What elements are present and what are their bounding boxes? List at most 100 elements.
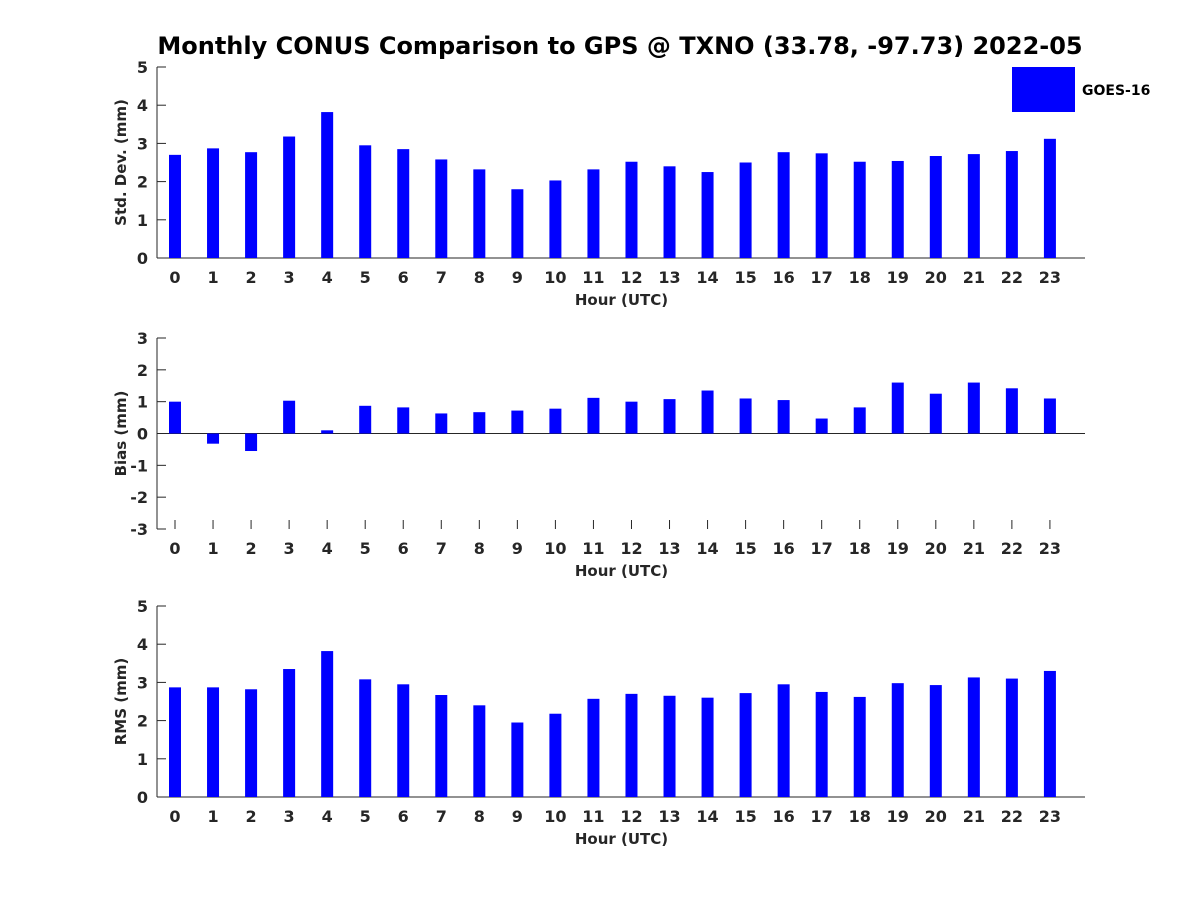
x-tick-label: 20 — [925, 807, 947, 826]
x-tick-label: 10 — [544, 539, 566, 558]
x-tick-label: 12 — [620, 268, 642, 287]
x-tick-label: 21 — [963, 268, 985, 287]
x-tick-label: 16 — [773, 807, 795, 826]
y-axis-label: RMS (mm) — [112, 658, 130, 745]
x-tick-label: 1 — [207, 807, 218, 826]
x-tick-label: 1 — [207, 268, 218, 287]
x-tick-label: 17 — [811, 807, 833, 826]
x-tick-label: 5 — [360, 539, 371, 558]
bar-hour-22 — [1005, 678, 1018, 797]
x-tick-label: 18 — [849, 807, 871, 826]
y-axis-label: Bias (mm) — [112, 391, 130, 477]
y-tick-label: 4 — [137, 635, 148, 654]
y-tick-label: 1 — [137, 211, 148, 230]
bar-hour-6 — [397, 407, 410, 434]
chart-title: Monthly CONUS Comparison to GPS @ TXNO (… — [157, 32, 1082, 60]
x-tick-label: 14 — [696, 268, 718, 287]
legend: GOES-16 — [1012, 67, 1150, 112]
bar-hour-5 — [359, 405, 372, 434]
x-tick-label: 16 — [773, 539, 795, 558]
bar-hour-0 — [169, 687, 181, 797]
bar-hour-9 — [511, 410, 524, 434]
bar-hour-0 — [169, 154, 181, 258]
bar-hour-2 — [245, 689, 258, 797]
x-tick-label: 19 — [887, 807, 909, 826]
bar-hour-23 — [1043, 398, 1056, 434]
x-tick-label: 0 — [169, 539, 180, 558]
x-tick-label: 17 — [811, 539, 833, 558]
x-axis-label: Hour (UTC) — [575, 830, 668, 848]
x-tick-label: 19 — [887, 539, 909, 558]
x-tick-label: 8 — [474, 539, 485, 558]
x-tick-label: 7 — [436, 268, 447, 287]
x-tick-label: 10 — [544, 268, 566, 287]
bar-hour-7 — [435, 413, 448, 434]
x-tick-label: 9 — [512, 539, 523, 558]
x-tick-label: 3 — [284, 807, 295, 826]
x-tick-label: 6 — [398, 539, 409, 558]
bar-hour-14 — [701, 390, 714, 434]
x-tick-label: 12 — [620, 539, 642, 558]
bar-hour-11 — [587, 169, 600, 258]
x-tick-label: 18 — [849, 539, 871, 558]
x-tick-label: 9 — [512, 807, 523, 826]
bar-hour-4 — [321, 112, 334, 259]
bar-hour-23 — [1043, 670, 1056, 797]
bar-hour-13 — [663, 166, 676, 258]
bar-hour-23 — [1043, 138, 1056, 258]
x-tick-label: 4 — [322, 807, 333, 826]
bar-hour-6 — [397, 149, 410, 258]
x-tick-label: 2 — [246, 539, 257, 558]
x-tick-label: 17 — [811, 268, 833, 287]
bar-hour-1 — [207, 148, 220, 258]
y-tick-label: 4 — [137, 96, 148, 115]
bar-hour-19 — [891, 160, 904, 258]
bar-hour-11 — [587, 397, 600, 434]
x-tick-label: 3 — [284, 539, 295, 558]
x-tick-label: 19 — [887, 268, 909, 287]
bar-hour-3 — [283, 136, 296, 258]
y-tick-label: 5 — [137, 597, 148, 616]
bar-hour-10 — [549, 408, 562, 434]
y-tick-label: 0 — [137, 788, 148, 807]
x-tick-label: 13 — [658, 539, 680, 558]
x-tick-label: 21 — [963, 539, 985, 558]
bar-hour-3 — [283, 669, 296, 797]
bar-hour-10 — [549, 180, 562, 258]
bar-hour-16 — [777, 152, 790, 258]
x-tick-label: 0 — [169, 807, 180, 826]
x-axis-label: Hour (UTC) — [575, 562, 668, 580]
bar-hour-17 — [815, 418, 828, 434]
x-tick-label: 5 — [360, 268, 371, 287]
x-tick-label: 8 — [474, 268, 485, 287]
bar-hour-18 — [853, 161, 866, 258]
x-tick-label: 23 — [1039, 268, 1061, 287]
bar-hour-17 — [815, 153, 828, 258]
x-tick-label: 0 — [169, 268, 180, 287]
bar-hour-8 — [473, 169, 486, 258]
bar-hour-21 — [967, 677, 980, 797]
x-tick-label: 20 — [925, 539, 947, 558]
bar-hour-3 — [283, 400, 296, 434]
bar-hour-16 — [777, 684, 790, 797]
x-tick-label: 2 — [246, 807, 257, 826]
bar-hour-15 — [739, 398, 752, 434]
x-tick-label: 7 — [436, 807, 447, 826]
x-tick-label: 23 — [1039, 807, 1061, 826]
y-tick-label: 2 — [137, 173, 148, 192]
x-tick-label: 4 — [322, 268, 333, 287]
x-tick-label: 6 — [398, 807, 409, 826]
y-tick-label: 1 — [137, 750, 148, 769]
x-tick-label: 22 — [1001, 807, 1023, 826]
bar-hour-13 — [663, 695, 676, 797]
x-tick-label: 11 — [582, 539, 604, 558]
x-tick-label: 12 — [620, 807, 642, 826]
x-tick-label: 15 — [734, 268, 756, 287]
bar-hour-9 — [511, 722, 524, 797]
y-tick-label: 3 — [137, 329, 148, 348]
x-tick-label: 6 — [398, 268, 409, 287]
bar-hour-21 — [967, 382, 980, 434]
